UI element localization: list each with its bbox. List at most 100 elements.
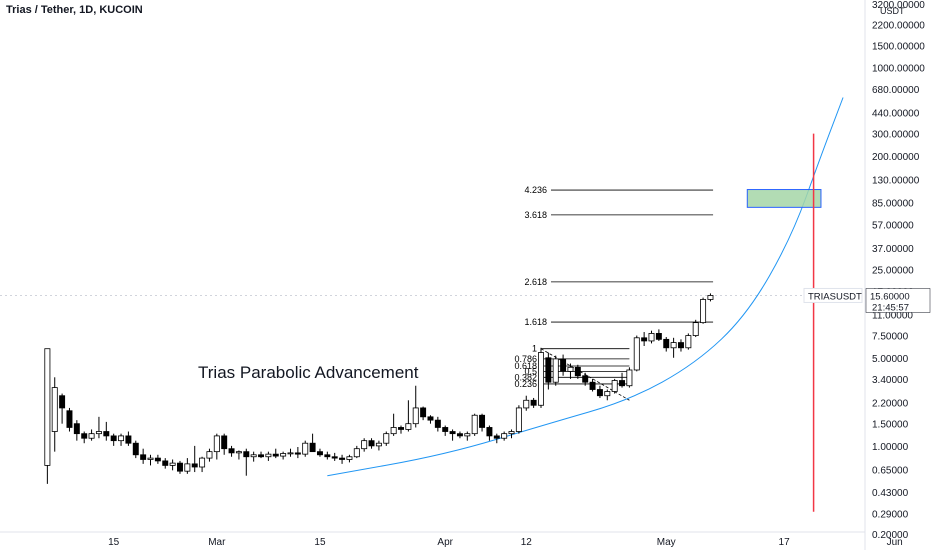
candle-body <box>66 410 73 428</box>
candle-body <box>88 433 95 439</box>
x-tick-label: Apr <box>437 537 453 548</box>
fib-label: 0.236 <box>514 379 537 389</box>
candle-body <box>302 442 309 455</box>
candle-body <box>412 407 419 425</box>
candle-body <box>633 337 640 371</box>
candle-body <box>324 454 331 458</box>
fib-label: 2.618 <box>524 277 547 287</box>
fib-label: 3.618 <box>524 210 547 220</box>
y-tick-label: 11.00000 <box>872 311 913 322</box>
candle-body <box>442 427 449 432</box>
x-tick-label: 15 <box>108 537 120 548</box>
y-tick-label: 57.00000 <box>872 221 914 232</box>
candle-body <box>707 295 714 300</box>
candle-body <box>692 322 699 336</box>
candle-body <box>339 457 346 460</box>
candle-body <box>567 366 574 372</box>
y-tick-label: 0.29000 <box>872 510 909 521</box>
candle-body <box>582 375 589 383</box>
candle-body <box>162 460 169 466</box>
y-tick-label: 440.00000 <box>872 109 920 120</box>
candle-body <box>398 427 404 430</box>
fib-label: 0.5 <box>524 366 537 376</box>
candle-body <box>258 454 265 458</box>
candle-body <box>346 456 353 460</box>
candle-body <box>177 462 183 472</box>
y-tick-label: 85.00000 <box>872 199 914 210</box>
y-tick-label: 300.00000 <box>872 130 920 141</box>
candle-body <box>383 433 390 444</box>
fib-label: 1.618 <box>524 317 547 327</box>
target-box <box>746 189 822 208</box>
candle-body <box>199 457 206 468</box>
candle-body <box>390 427 397 435</box>
last-price-countdown: 21:45:57 <box>872 302 909 313</box>
candle-body <box>611 380 618 392</box>
candle-body <box>501 433 508 439</box>
candle-body <box>538 352 544 406</box>
candle-body <box>140 454 147 460</box>
candle-body <box>663 338 670 349</box>
candle-body <box>420 407 427 418</box>
candle-body <box>154 457 161 462</box>
y-tick-label: 5.00000 <box>872 354 909 365</box>
y-tick-label: 37.00000 <box>872 244 914 255</box>
candle-body <box>700 299 707 324</box>
x-tick-label: 15 <box>314 537 326 548</box>
x-tick-label: 17 <box>779 537 791 548</box>
candle-body <box>655 333 662 340</box>
candle-body <box>243 451 250 458</box>
candle-body <box>118 435 125 442</box>
y-tick-label: 1500.00000 <box>872 41 925 52</box>
candle-body <box>147 457 154 460</box>
candle-body <box>619 380 626 387</box>
candle-body <box>213 435 220 453</box>
candle-body <box>368 440 375 447</box>
candle-body <box>523 399 530 409</box>
y-tick-label: 200.00000 <box>872 152 920 163</box>
candle-body <box>405 423 412 430</box>
y-tick-label: 25.00000 <box>872 266 914 277</box>
y-tick-label: 1000.00000 <box>872 64 925 75</box>
candle-body <box>309 442 316 453</box>
candle-body <box>103 431 110 437</box>
fib-label: 0.786 <box>514 354 537 364</box>
x-tick-label: 12 <box>521 537 533 548</box>
candle-body <box>560 358 567 372</box>
y-tick-label: 3.40000 <box>872 375 909 386</box>
candle-body <box>235 451 242 454</box>
candle-body <box>221 435 228 450</box>
candle-body <box>486 427 493 437</box>
candle-body <box>493 435 500 439</box>
candle-body <box>184 463 191 472</box>
y-tick-label: 2200.00000 <box>872 21 925 32</box>
candle-body <box>81 433 88 439</box>
y-tick-label: 3200.00000 <box>872 0 925 11</box>
candle-body <box>287 452 294 455</box>
chart-title: Trias / Tether, 1D, KUCOIN <box>6 4 143 16</box>
candle-body <box>677 342 684 349</box>
candle-body <box>530 399 537 406</box>
x-tick-label: Mar <box>208 537 226 548</box>
candle-body <box>51 387 58 432</box>
candle-body <box>169 462 176 466</box>
candle-body <box>125 435 132 444</box>
candle-body <box>456 433 463 437</box>
candle-body <box>132 442 139 456</box>
candle-body <box>272 453 279 457</box>
x-tick-label: Jun <box>887 537 903 548</box>
symbol-label: TRIASUSDT <box>808 291 862 302</box>
candle-body <box>280 453 287 457</box>
candle-body <box>604 391 611 397</box>
y-tick-label: 0.43000 <box>872 488 909 499</box>
candle-body <box>110 435 117 442</box>
last-price-box <box>865 288 931 313</box>
candle-body <box>427 416 434 421</box>
candle-body <box>589 381 596 390</box>
candle-body <box>574 366 581 377</box>
x-tick-label: May <box>657 537 676 548</box>
candle-body <box>641 337 648 342</box>
fib-label: 1 <box>532 344 537 354</box>
